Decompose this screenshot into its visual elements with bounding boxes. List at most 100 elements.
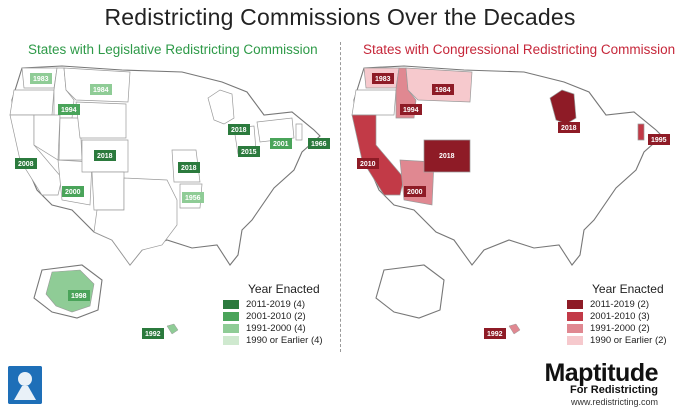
swatch: [566, 322, 584, 334]
swatch: [566, 298, 584, 310]
mo-year-badge: [178, 162, 200, 173]
legend-label: 2001-2010 (2): [246, 310, 306, 322]
state-shapes-right: [351, 65, 663, 266]
brand-url: www.redistricting.com: [570, 397, 658, 407]
left-legend: Year Enacted 2011-2019 (4) 2001-2010 (2)…: [222, 282, 323, 346]
label-mt-r: 1984: [435, 87, 451, 94]
state-shapes: [9, 65, 321, 266]
right-legend-row: 2001-2010 (3): [566, 310, 667, 322]
legend-label: 1990 or Earlier (2): [590, 334, 667, 346]
state-mi: [207, 89, 235, 125]
legend-label: 2001-2010 (3): [590, 310, 650, 322]
label-id: 1994: [61, 107, 77, 114]
label-nj-r: 1995: [651, 137, 667, 144]
alaska-hawaii-right: 1992: [375, 264, 521, 339]
swatch: [222, 334, 240, 346]
swatch: [566, 334, 584, 346]
label-ca-r: 2010: [360, 161, 376, 168]
label-pa: 2001: [273, 141, 289, 148]
page-title: Redistricting Commissions Over the Decad…: [104, 4, 576, 30]
brand-block: Maptitude For Redistricting www.redistri…: [544, 359, 658, 408]
co-year-badge-r: [436, 150, 458, 161]
left-legend-row: 1991-2000 (4): [222, 322, 323, 334]
right-legend-row: 2011-2019 (2): [566, 298, 667, 310]
label-co: 2018: [97, 153, 113, 160]
swatch: [222, 322, 240, 334]
right-legend-title: Year Enacted: [592, 282, 664, 296]
left-legend-title: Year Enacted: [248, 282, 320, 296]
state-pa: [256, 117, 295, 143]
mt-year-badge: [90, 84, 112, 95]
label-ar: 1956: [185, 195, 201, 202]
co-year-badge: [94, 150, 116, 161]
brand-name: Maptitude: [544, 359, 658, 387]
state-hi-r: [508, 323, 521, 335]
pa-year-badge: [270, 138, 292, 149]
ca-year-badge-r: [357, 158, 379, 169]
right-legend-row: 1990 or Earlier (2): [566, 334, 667, 346]
mt-year-badge-r: [432, 84, 454, 95]
state-mi-r: [549, 89, 577, 125]
wa-year-badge-r: [372, 73, 394, 84]
year-labels-right: 1983 1984 1994 2010 2000 2018 2018 1995: [357, 73, 670, 197]
legend-label: 2011-2019 (2): [590, 298, 649, 310]
mi-year-badge: [228, 124, 250, 135]
right-map-subtitle: States with Congressional Redistricting …: [363, 42, 676, 57]
label-oh: 2015: [241, 149, 257, 156]
az-year-badge-r: [404, 186, 426, 197]
swatch: [222, 310, 240, 322]
state-nj: [295, 123, 303, 141]
ca-year-badge: [15, 158, 37, 169]
label-mt: 1984: [93, 87, 109, 94]
label-nj: 1966: [311, 141, 327, 148]
label-hi-r: 1992: [487, 331, 503, 338]
label-co-r: 2018: [439, 153, 455, 160]
year-labels-left: 1983 1984 1994 2008 2000 2018 2018 1956 …: [15, 73, 330, 203]
state-tx: [93, 177, 178, 266]
nj-year-badge-r: [648, 134, 670, 145]
label-ca: 2008: [18, 161, 34, 168]
label-mi-r: 2018: [561, 125, 577, 132]
state-nm: [91, 171, 125, 211]
right-legend-row: 1991-2000 (2): [566, 322, 667, 334]
label-az: 2000: [65, 189, 81, 196]
legend-label: 1990 or Earlier (4): [246, 334, 323, 346]
label-ak: 1998: [71, 293, 87, 300]
panel-divider: [340, 42, 341, 352]
az-year-badge: [62, 186, 84, 197]
company-logo-icon: [8, 366, 42, 404]
left-legend-row: 2011-2019 (4): [222, 298, 323, 310]
state-ak-r: [375, 264, 445, 319]
nj-year-badge: [308, 138, 330, 149]
state-or: [9, 89, 55, 116]
label-id-r: 1994: [403, 107, 419, 114]
legend-label: 1991-2000 (4): [246, 322, 306, 334]
state-nj-r: [637, 123, 645, 141]
wa-year-badge: [30, 73, 52, 84]
legislative-commission-map: 1983 1984 1994 2008 2000 2018 2018 1956 …: [9, 65, 330, 339]
hi-year-badge-r: [484, 328, 506, 339]
oh-year-badge: [238, 146, 260, 157]
left-map-subtitle: States with Legislative Redistricting Co…: [28, 42, 318, 57]
legend-label: 2011-2019 (4): [246, 298, 305, 310]
state-or-r: [351, 89, 397, 116]
swatch: [222, 298, 240, 310]
label-mo: 2018: [181, 165, 197, 172]
brand-tagline: For Redistricting: [569, 384, 658, 396]
ar-year-badge: [182, 192, 204, 203]
mi-year-badge-r: [558, 122, 580, 133]
hi-year-badge: [142, 328, 164, 339]
id-year-badge: [58, 104, 80, 115]
label-wa: 1983: [33, 76, 49, 83]
ak-year-badge: [68, 290, 90, 301]
label-wa-r: 1983: [375, 76, 391, 83]
alaska-hawaii-left: 1998 1992: [33, 264, 179, 339]
label-mi: 2018: [231, 127, 247, 134]
swatch: [566, 310, 584, 322]
label-hi: 1992: [145, 331, 161, 338]
right-legend: Year Enacted 2011-2019 (2) 2001-2010 (3)…: [566, 282, 667, 346]
legend-label: 1991-2000 (2): [590, 322, 650, 334]
label-az-r: 2000: [407, 189, 423, 196]
state-wy: [75, 101, 127, 139]
congressional-commission-map: 1983 1984 1994 2010 2000 2018 2018 1995 …: [351, 65, 670, 339]
